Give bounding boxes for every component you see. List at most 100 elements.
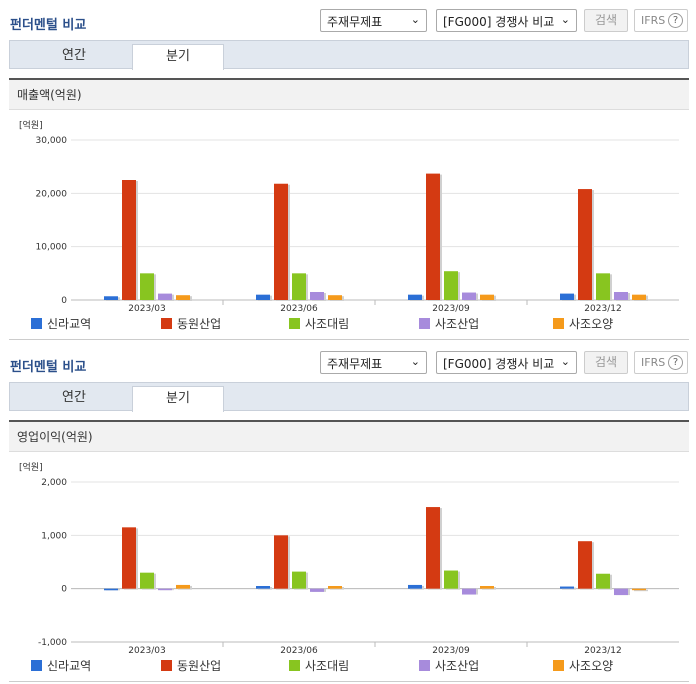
tab-annual[interactable]: 연간 [62,48,86,63]
section-header: 펀더멘털 비교 주재무제표 ⌄ [FG000] 경쟁사 비교 ⌄ 검색 IFRS… [0,342,696,378]
bar-사조오양 [328,586,342,589]
legend-swatch [161,660,172,671]
y-axis-unit-label: [억원] [19,119,43,131]
ifrs-help-button[interactable]: IFRS ? [634,351,688,374]
legend-swatch [289,660,300,671]
x-tick-label: 2023/06 [280,304,318,314]
revenue-bar-chart: [억원] 0 10,000 20,000 30,000 2023/03 2023/06 202… [19,119,679,314]
period-tabs: 연간 분기 [9,382,689,412]
legend-label: 사조산업 [435,317,480,331]
legend-item[interactable]: 사조산업 [419,657,479,674]
x-tick-label: 2023/03 [128,304,165,314]
bar-신라교역 [104,296,118,300]
tab-quarterly[interactable]: 분기 [132,386,224,412]
x-tick-label: 2023/09 [432,646,470,656]
legend-swatch [419,318,430,329]
bar-동원산업 [578,541,592,589]
legend-item[interactable]: 신라교역 [31,657,91,674]
bar-사조산업 [310,588,324,592]
peer-group-select[interactable]: [FG000] 경쟁사 비교 ⌄ [436,351,577,374]
bar-신라교역 [256,586,270,589]
legend-swatch [289,318,300,329]
revenue-chart-panel: 매출액(억원) [억원] 0 10,000 20,000 30,000 2023/03 20… [9,78,689,340]
chart-title: 영업이익(억원) [9,422,689,452]
y-tick-label: 0 [61,296,67,306]
search-button[interactable]: 검색 [584,351,628,374]
legend-swatch [419,660,430,671]
y-tick-label: 10,000 [36,243,68,253]
bar-사조오양 [480,586,494,589]
bar-사조오양 [328,295,342,300]
peer-group-select[interactable]: [FG000] 경쟁사 비교 ⌄ [436,9,577,32]
statement-type-select[interactable]: 주재무제표 ⌄ [320,351,427,374]
legend-item[interactable]: 신라교역 [31,315,91,332]
bar-사조대림 [140,572,154,589]
bar-신라교역 [408,294,422,300]
bar-사조산업 [462,292,476,300]
legend-swatch [31,318,42,329]
legend-swatch [553,318,564,329]
bar-사조대림 [292,571,306,589]
bar-사조대림 [292,273,306,300]
x-tick-label: 2023/12 [584,304,621,314]
tab-annual[interactable]: 연간 [62,390,86,405]
bar-동원산업 [274,183,288,300]
legend-item[interactable]: 사조산업 [419,315,479,332]
period-tabs: 연간 분기 [9,40,689,70]
bar-신라교역 [104,588,118,591]
x-tick-label: 2023/09 [432,304,470,314]
bar-신라교역 [560,586,574,589]
section-title: 펀더멘털 비교 [10,360,87,375]
bar-동원산업 [122,527,136,589]
bar-사조산업 [158,588,172,591]
ifrs-help-button[interactable]: IFRS ? [634,9,688,32]
bar-동원산업 [578,189,592,300]
y-tick-label: 0 [61,585,67,595]
tab-quarterly[interactable]: 분기 [132,44,224,70]
chevron-down-icon: ⌄ [410,355,420,368]
x-tick-label: 2023/12 [584,646,621,656]
chevron-down-icon: ⌄ [410,13,420,26]
legend-label: 동원산업 [177,659,222,673]
bar-사조대림 [444,570,458,589]
help-icon: ? [668,13,683,28]
fundamental-section-operating-profit: 펀더멘털 비교 주재무제표 ⌄ [FG000] 경쟁사 비교 ⌄ 검색 IFRS… [0,342,696,684]
legend-item[interactable]: 사조대림 [289,657,349,674]
statement-type-select[interactable]: 주재무제표 ⌄ [320,9,427,32]
bar-사조오양 [632,294,646,300]
x-tick-label: 2023/03 [128,646,165,656]
y-tick-label: 2,000 [41,478,67,488]
legend-item[interactable]: 사조오양 [553,657,613,674]
y-tick-label: -1,000 [38,638,67,648]
bar-신라교역 [256,294,270,300]
bar-사조오양 [176,584,190,589]
legend-label: 신라교역 [47,659,92,673]
legend-item[interactable]: 사조오양 [553,315,613,332]
bar-사조산업 [614,292,628,300]
bar-사조대림 [140,273,154,300]
search-button[interactable]: 검색 [584,9,628,32]
legend-item[interactable]: 동원산업 [161,657,221,674]
bar-사조산업 [310,292,324,300]
bar-사조오양 [176,295,190,300]
bar-사조대림 [596,573,610,589]
section-title: 펀더멘털 비교 [10,18,87,33]
bar-동원산업 [426,507,440,589]
chart-title: 매출액(억원) [9,80,689,110]
bar-신라교역 [560,293,574,300]
legend-label: 동원산업 [177,317,222,331]
bar-동원산업 [274,535,288,589]
bar-사조오양 [632,588,646,591]
operating-profit-chart-panel: 영업이익(억원) [억원] -1,000 0 1,000 2,000 2023/03 202… [9,420,689,682]
legend-label: 사조산업 [435,659,480,673]
legend-label: 사조대림 [305,659,350,673]
legend-item[interactable]: 사조대림 [289,315,349,332]
help-icon: ? [668,355,683,370]
y-tick-label: 1,000 [41,531,67,541]
y-tick-label: 30,000 [36,136,68,146]
legend-swatch [161,318,172,329]
legend-item[interactable]: 동원산업 [161,315,221,332]
legend-swatch [31,660,42,671]
bar-사조산업 [462,588,476,595]
bar-동원산업 [426,173,440,300]
